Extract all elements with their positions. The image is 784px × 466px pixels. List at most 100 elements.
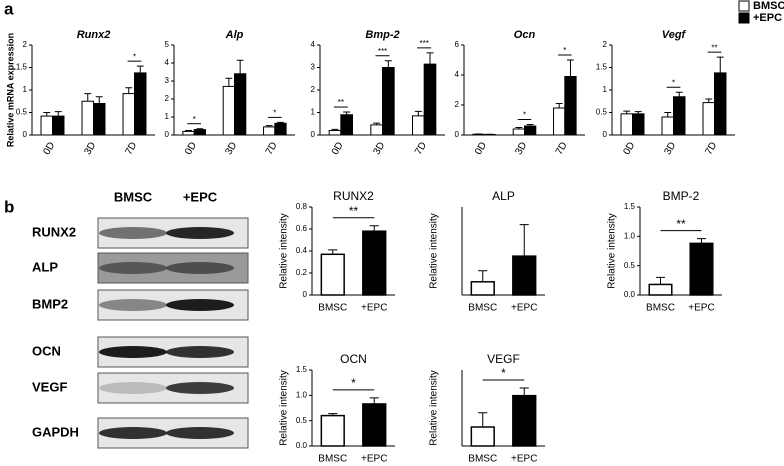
bar <box>470 281 495 296</box>
significance-label: *** <box>419 39 428 48</box>
error-bar <box>675 91 683 97</box>
x-tick-label: +EPC <box>361 303 387 314</box>
error-bar <box>43 112 51 117</box>
significance-label: * <box>672 78 675 87</box>
chart-title: Ocn <box>514 29 536 41</box>
error-bar <box>414 110 422 116</box>
blot-row-label: VEGF <box>32 379 67 394</box>
significance-label: ** <box>338 98 344 107</box>
error-bar <box>519 387 529 396</box>
bar <box>620 113 634 136</box>
y-tick-label: 4 <box>165 58 170 67</box>
bar <box>328 130 342 136</box>
chart-title: BMP-2 <box>663 189 700 203</box>
x-tick-label: BMSC <box>468 303 497 314</box>
y-tick-label: 0.8 <box>296 202 308 211</box>
y-tick-label: 0.5 <box>596 108 608 117</box>
error-bar <box>478 412 488 427</box>
error-bar <box>185 130 192 132</box>
error-bar <box>716 56 724 73</box>
bar <box>470 426 495 447</box>
panel-label: b <box>4 197 14 216</box>
y-tick-label: 1 <box>603 85 608 94</box>
blot-row-label: RUNX2 <box>32 224 76 239</box>
y-tick-label: 2 <box>455 100 460 109</box>
error-bar <box>634 111 642 114</box>
blot-band <box>166 227 234 239</box>
y-tick-label: 0.2 <box>296 268 308 277</box>
x-tick-label: +EPC <box>361 454 387 465</box>
bar <box>93 103 106 136</box>
significance-label: * <box>523 111 526 120</box>
y-axis-label: Relative intensity <box>607 213 618 289</box>
bar <box>340 114 354 136</box>
y-tick-label: 2 <box>603 40 608 49</box>
y-tick-label: 2 <box>23 40 28 49</box>
error-bar <box>373 122 381 125</box>
error-bar <box>555 103 563 108</box>
bar <box>122 93 135 136</box>
error-bar <box>236 59 244 74</box>
significance-label: * <box>501 366 506 380</box>
bar <box>512 394 537 447</box>
y-tick-label: 0 <box>603 130 608 139</box>
error-bar <box>567 59 574 77</box>
bar <box>362 403 387 447</box>
y-tick-label: 1.5 <box>624 202 636 211</box>
blot-column-label: +EPC <box>183 189 218 204</box>
blot-band <box>99 382 167 394</box>
y-tick-label: 0.5 <box>16 108 28 117</box>
y-axis-label: Relative intensity <box>429 370 440 446</box>
significance-label: * <box>563 46 566 55</box>
error-bar <box>136 65 144 73</box>
x-tick-label: +EPC <box>511 454 537 465</box>
y-tick-label: 1 <box>311 108 316 117</box>
y-tick-label: 1 <box>165 112 170 121</box>
significance-label: * <box>193 115 196 124</box>
y-tick-label: 0.6 <box>296 224 308 233</box>
blot-band <box>166 382 234 394</box>
y-tick-label: 0 <box>23 130 28 139</box>
bar <box>632 113 645 136</box>
x-tick-label: BMSC <box>318 454 347 465</box>
error-bar <box>369 225 379 232</box>
legend-label: BMSC <box>753 0 784 12</box>
error-bar <box>705 98 713 103</box>
error-bar <box>519 224 529 257</box>
x-tick-label: BMSC <box>468 454 497 465</box>
error-bar <box>343 111 351 115</box>
error-bar <box>125 87 133 94</box>
bar <box>263 126 276 136</box>
blot-row-label: ALP <box>32 259 58 274</box>
error-bar <box>384 60 392 68</box>
bar <box>524 125 537 136</box>
x-tick-label: +EPC <box>511 303 537 314</box>
blot-row-label: BMP2 <box>32 296 68 311</box>
bar <box>553 107 566 136</box>
significance-label: *** <box>378 47 387 56</box>
y-tick-label: 1.0 <box>624 231 636 240</box>
legend-label: +EPC <box>753 12 782 24</box>
blot-band <box>99 299 167 311</box>
y-axis-label: Relative intensity <box>279 213 290 289</box>
error-bar <box>95 96 103 104</box>
y-tick-label: 0 <box>455 130 460 139</box>
bar <box>412 115 425 136</box>
y-tick-label: 0 <box>303 290 308 299</box>
chart-title: OCN <box>340 352 367 366</box>
bar <box>222 85 235 136</box>
error-bar <box>526 124 534 126</box>
significance-label: * <box>273 109 276 118</box>
y-tick-label: 2 <box>311 85 316 94</box>
error-bar <box>655 276 666 285</box>
blot-band <box>99 427 167 439</box>
bar <box>512 255 537 296</box>
error-bar <box>696 238 707 244</box>
y-axis-label: Relative intensity <box>429 213 440 289</box>
error-bar <box>265 125 273 127</box>
blot-column-label: BMSC <box>114 189 153 204</box>
chart-title: ALP <box>492 189 515 203</box>
y-tick-label: 1.5 <box>596 63 608 72</box>
chart-title: Runx2 <box>77 29 111 41</box>
